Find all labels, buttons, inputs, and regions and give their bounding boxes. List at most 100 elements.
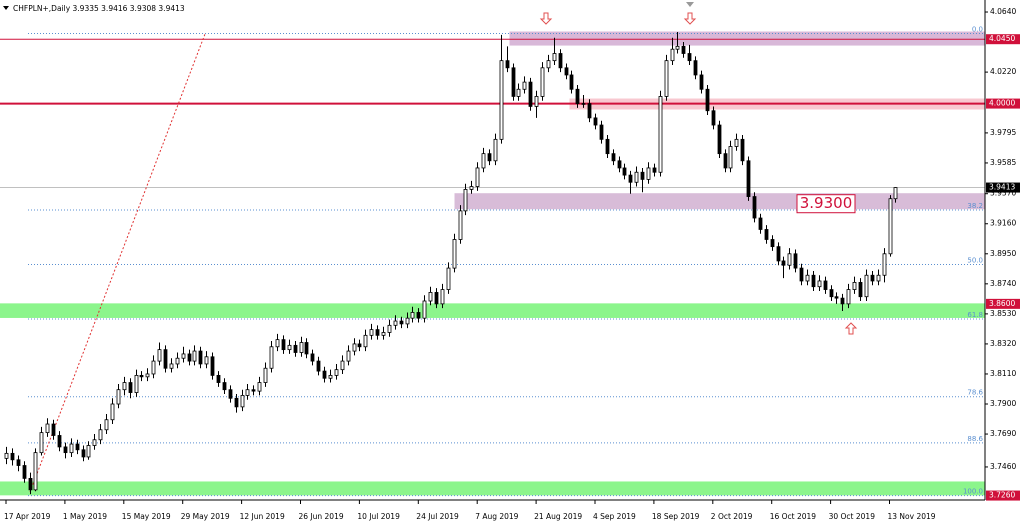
y-tick-label: 3.9795 [990, 128, 1016, 137]
chart-title: CHFPLN+,Daily 3.9335 3.9416 3.9308 3.941… [13, 4, 185, 13]
x-tick-label: 1 May 2019 [63, 512, 107, 521]
candle-body [181, 353, 186, 359]
candle-body [328, 374, 333, 379]
zone [0, 481, 986, 496]
candle-body [446, 267, 451, 290]
candle-body [410, 312, 415, 319]
price-label: 3.9413 [989, 183, 1015, 192]
candle-body [434, 292, 439, 305]
candle-body [717, 124, 722, 155]
y-tick-label: 4.0640 [990, 7, 1016, 16]
candle-body [558, 53, 563, 69]
candle-body [145, 373, 150, 378]
candle-body [28, 477, 33, 491]
candle-body [198, 350, 203, 365]
candle-body [799, 267, 804, 282]
x-tick-label: 30 Oct 2019 [829, 512, 876, 521]
fib-label: 100.0 [963, 488, 983, 496]
price-label: 4.0000 [989, 99, 1015, 108]
arrow-up [844, 322, 858, 335]
marker [686, 2, 694, 7]
candle-body [581, 103, 586, 105]
candle-body [711, 110, 716, 126]
x-tick-label: 16 Oct 2019 [770, 512, 817, 521]
candle-body [499, 60, 504, 140]
candle-body [829, 289, 834, 298]
candle-body [664, 60, 669, 97]
x-tick-label: 24 Jul 2019 [416, 512, 459, 521]
candle-body [304, 342, 309, 355]
price-label-bg [986, 98, 1020, 109]
y-tick-label: 3.8530 [990, 309, 1016, 318]
candle-body [281, 339, 286, 351]
fib-label: 61.8 [967, 311, 983, 319]
candle-body [505, 60, 510, 69]
candle-body [387, 324, 392, 333]
candle-body [416, 312, 421, 319]
candle-body [128, 382, 133, 393]
candle-body [493, 138, 498, 162]
candle-body [275, 339, 280, 348]
candle-body [63, 446, 68, 454]
candle-body [781, 260, 786, 266]
price-label: 3.7260 [989, 491, 1015, 500]
x-tick-label: 26 Jun 2019 [299, 512, 344, 521]
candle-body [534, 96, 539, 107]
candle-body [622, 167, 627, 176]
candle-body [369, 329, 374, 336]
x-tick-label: 21 Aug 2019 [534, 512, 582, 521]
candle-body [487, 153, 492, 162]
candle-body [399, 320, 404, 325]
y-tick-label: 4.0220 [990, 67, 1016, 76]
candle-body [481, 153, 486, 169]
fib-label: 88.6 [967, 435, 983, 443]
candle-body [405, 317, 410, 325]
candle-body [652, 167, 657, 173]
candle-body [175, 357, 180, 365]
candle-body [10, 452, 15, 461]
candle-body [516, 88, 521, 97]
price-label: 3.8600 [989, 299, 1015, 308]
x-tick-label: 17 Apr 2019 [4, 512, 51, 521]
candle-body [422, 300, 427, 319]
candle-body [734, 138, 739, 147]
candle-body [187, 353, 192, 362]
candle-body [316, 360, 321, 372]
x-tick-label: 18 Sep 2019 [652, 512, 700, 521]
candle-body [104, 419, 109, 431]
candle-body [882, 253, 887, 276]
y-tick-label: 3.9585 [990, 158, 1016, 167]
trend-line [29, 33, 206, 493]
candle-body [228, 389, 233, 399]
candle-body [57, 435, 62, 448]
candle-body [852, 282, 857, 290]
candle-body [381, 332, 386, 336]
candle-body [770, 239, 775, 248]
x-tick-label: 7 Aug 2019 [475, 512, 518, 521]
candle-body [299, 342, 304, 353]
candle-body [681, 45, 686, 54]
candle-body [758, 217, 763, 230]
candle-body [687, 53, 692, 62]
candle-body [375, 329, 380, 336]
candle-body [334, 369, 339, 376]
candle-body [75, 443, 80, 451]
candle-body [823, 280, 828, 290]
zone [454, 193, 986, 210]
x-tick-label: 10 Jul 2019 [357, 512, 400, 521]
candle-body [776, 246, 781, 262]
y-tick-label: 3.9370 [990, 189, 1016, 198]
price-label-bg [986, 34, 1020, 45]
candle-body [192, 350, 197, 362]
candle-body [293, 344, 298, 353]
x-tick-label: 29 May 2019 [181, 512, 230, 521]
candle-body [564, 67, 569, 76]
candle-body [846, 289, 851, 305]
candle-body [151, 360, 156, 375]
price-label: 4.0450 [989, 34, 1015, 43]
candle-body [764, 229, 769, 240]
price-label-bg [986, 182, 1020, 193]
y-tick-label: 3.8740 [990, 279, 1016, 288]
fib-label: 50.0 [967, 257, 983, 265]
candle-body [322, 370, 327, 379]
